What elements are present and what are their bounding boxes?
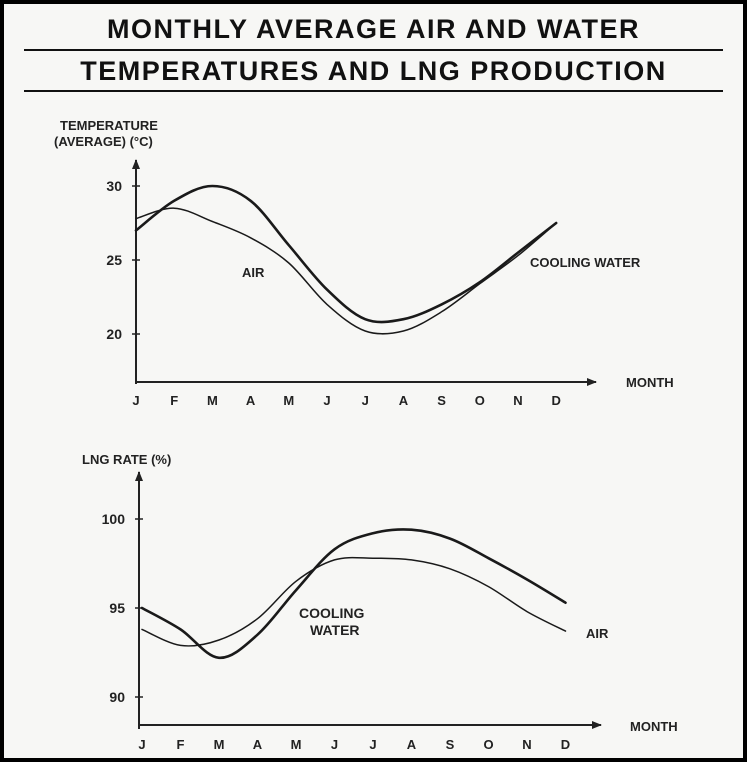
lng-xtick-label: J [369,737,376,752]
temp-ytick-label: 20 [106,326,122,342]
lng-ytick-label: 100 [102,511,126,527]
lng-xtick-label: D [561,737,570,752]
temp-xtick-label: J [132,393,139,408]
temp-xtick-label: M [283,393,294,408]
figure-page: MONTHLY AVERAGE AIR AND WATER TEMPERATUR… [4,4,743,758]
temp-annotation-cooling-water: COOLING WATER [530,255,641,270]
temperature-chart: TEMPERATURE (AVERAGE) (°C) MONTH 202530 … [54,118,674,408]
lng-xtick-label: S [446,737,455,752]
lng-xlabel: MONTH [630,719,678,734]
lng-annotation-air: AIR [586,626,609,641]
lng-series-line-air [140,528,567,660]
lng-xtick-label: F [177,737,185,752]
lng-annotation-water: WATER [310,622,360,638]
lng-xtick-label: J [331,737,338,752]
temp-ylabel-line2: (AVERAGE) (°C) [54,134,153,149]
temp-xlabel: MONTH [626,375,674,390]
temp-ytick-label: 25 [106,252,122,268]
temp-series-line-cooling-water [135,207,557,335]
temp-xtick-label: D [552,393,561,408]
charts-canvas: TEMPERATURE (AVERAGE) (°C) MONTH 202530 … [54,118,678,752]
temp-xtick-label: S [437,393,446,408]
temp-xtick-label: N [513,393,522,408]
temp-annotation-air: AIR [242,265,265,280]
figure-title-line1: MONTHLY AVERAGE AIR AND WATER [106,14,641,44]
temp-xtick-label: J [362,393,369,408]
temp-xtick-label: A [399,393,409,408]
lng-xtick-label: M [291,737,302,752]
lng-xtick-label: A [253,737,263,752]
temp-xtick-label: M [207,393,218,408]
lng-xtick-label: M [214,737,225,752]
temp-ytick-label: 30 [106,178,122,194]
lng-xtick-label: A [407,737,417,752]
temp-series-line-air [134,184,558,324]
lng-annotation-cooling: COOLING [299,605,364,621]
temp-xtick-label: F [170,393,178,408]
lng-series-line-cooling-water [141,556,567,647]
lng-xtick-label: N [522,737,531,752]
temp-ylabel-line1: TEMPERATURE [60,118,158,133]
temp-xtick-label: O [475,393,485,408]
title-rule-bottom [24,90,723,92]
title-rule-top [24,49,723,51]
lng-ytick-label: 95 [109,600,125,616]
lng-xtick-label: J [138,737,145,752]
lng-ytick-label: 90 [109,689,125,705]
temp-xtick-label: A [246,393,256,408]
lng-ylabel: LNG RATE (%) [82,452,171,467]
temp-xtick-label: J [323,393,330,408]
lng-xtick-label: O [483,737,493,752]
figure-title-line2: TEMPERATURES AND LNG PRODUCTION [80,56,667,86]
